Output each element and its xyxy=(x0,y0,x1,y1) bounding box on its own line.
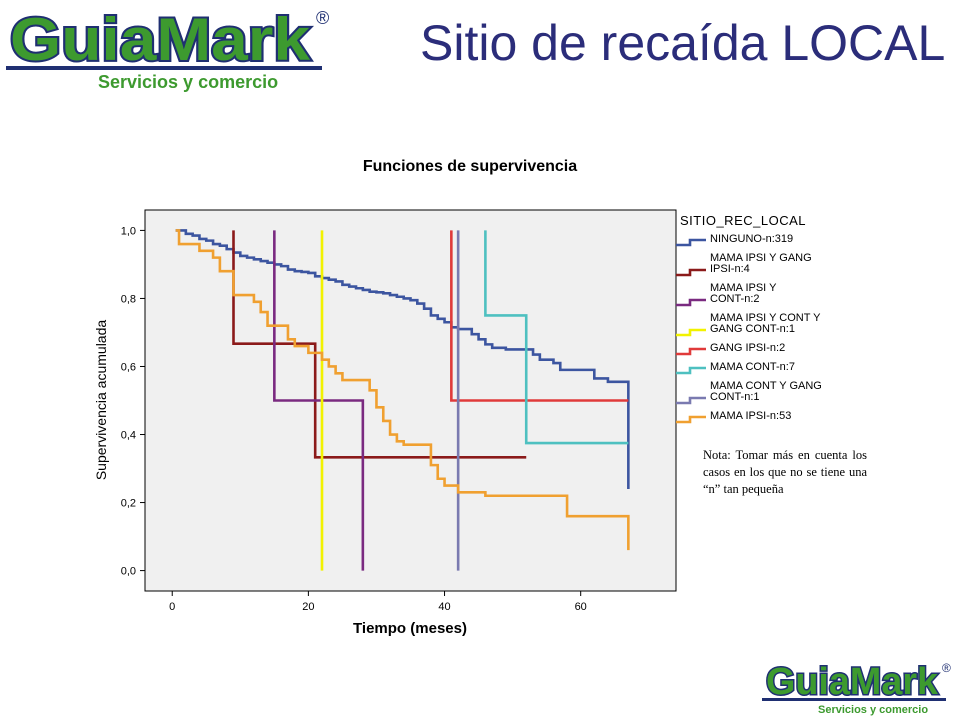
x-tick-label: 60 xyxy=(575,601,587,613)
axis-layer: 0,0 0,2 0,4 0,6 0,8 1,0 0 20 40 60 xyxy=(121,225,587,613)
legend-swatch xyxy=(676,366,706,375)
legend-swatch xyxy=(676,298,706,307)
legend-label: MAMA CONT-n:7 xyxy=(710,361,795,373)
legend-label: MAMA CONT Y GANG CONT-n:1 xyxy=(710,380,822,403)
guiamark-logo: GuiaMark ® Servicios y comercio xyxy=(6,4,329,92)
x-tick-label: 40 xyxy=(438,601,450,613)
slide-title: Sitio de recaída LOCAL xyxy=(420,15,946,71)
y-tick-label: 1,0 xyxy=(121,225,136,237)
y-axis-label: Supervivencia acumulada xyxy=(93,320,109,481)
series-line-2 xyxy=(273,230,365,571)
logo-underline-small xyxy=(762,698,946,701)
legend-label: NINGUNO-n:319 xyxy=(710,233,793,245)
series-line-5 xyxy=(484,230,629,445)
series-line-7 xyxy=(175,229,630,551)
series-layer xyxy=(175,229,630,571)
legend-label: MAMA IPSI Y GANG IPSI-n:4 xyxy=(710,252,812,275)
legend-swatch xyxy=(676,415,706,424)
x-tick-label: 0 xyxy=(169,601,175,613)
logo-wordmark-small: GuiaMark xyxy=(766,661,939,703)
legend-swatch xyxy=(676,396,706,405)
legend-swatch xyxy=(676,328,706,337)
logo-tagline-small: Servicios y comercio xyxy=(818,704,928,716)
series-line-0 xyxy=(175,229,630,489)
series-line-4 xyxy=(450,230,629,402)
series-line-1 xyxy=(232,230,527,459)
y-tick-label: 0,2 xyxy=(121,498,136,510)
logo-tagline: Servicios y comercio xyxy=(98,72,278,92)
logo-wordmark: GuiaMark xyxy=(10,6,311,73)
y-tick-label: 0,4 xyxy=(121,430,136,442)
legend: NINGUNO-n:319 MAMA IPSI Y GANG IPSI-n:4 MAM… xyxy=(676,233,822,424)
legend-swatch xyxy=(676,347,706,356)
guiamark-logo-small: GuiaMark ® Servicios y comercio xyxy=(762,660,951,716)
legend-label: MAMA IPSI Y CONT Y GANG CONT-n:1 xyxy=(710,312,821,335)
logo-underline xyxy=(6,66,322,70)
legend-swatch xyxy=(676,268,706,277)
chart-title: Funciones de supervivencia xyxy=(363,158,577,175)
logo-registered-mark-small: ® xyxy=(942,661,951,675)
legend-label: MAMA IPSI-n:53 xyxy=(710,410,791,422)
legend-label: MAMA IPSI Y CONT-n:2 xyxy=(710,282,777,305)
note-text: Nota: Tomar más en cuenta los casos en l… xyxy=(703,448,867,496)
y-tick-label: 0,8 xyxy=(121,293,136,305)
logo-registered-mark: ® xyxy=(316,8,329,28)
legend-title: SITIO_REC_LOCAL xyxy=(680,213,806,228)
legend-label: GANG IPSI-n:2 xyxy=(710,342,785,354)
x-axis-label: Tiempo (meses) xyxy=(353,620,467,637)
y-tick-label: 0,0 xyxy=(121,566,136,578)
y-tick-label: 0,6 xyxy=(121,361,136,373)
legend-swatch xyxy=(676,238,706,247)
x-tick-label: 20 xyxy=(302,601,314,613)
